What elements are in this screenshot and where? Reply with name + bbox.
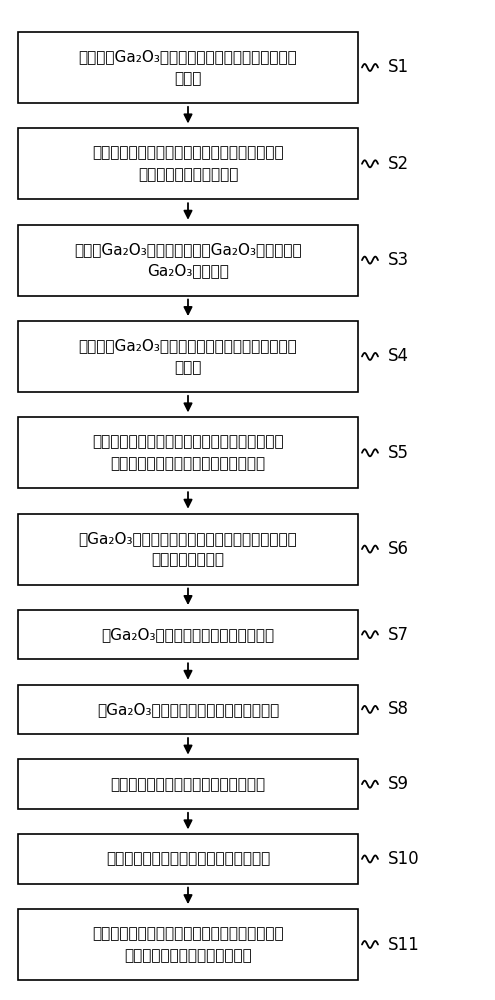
Text: 在Ga₂O₃外延层上制备肖特基接触金属层: 在Ga₂O₃外延层上制备肖特基接触金属层 <box>97 702 279 717</box>
Text: 在若干第一沟槽中生长金刚石，形成若干间隔排: 在若干第一沟槽中生长金刚石，形成若干间隔排 <box>92 146 284 161</box>
Text: S1: S1 <box>388 58 409 76</box>
Text: 一沟槽: 一沟槽 <box>174 71 201 86</box>
Bar <box>18 225 358 296</box>
Bar <box>18 417 358 488</box>
Text: S5: S5 <box>388 444 409 462</box>
Text: 接触层的端部上制备第二钝化层: 接触层的端部上制备第二钝化层 <box>124 948 252 963</box>
Text: S6: S6 <box>388 540 409 558</box>
Text: S9: S9 <box>388 775 409 793</box>
Text: S7: S7 <box>388 626 409 644</box>
Bar <box>18 321 358 392</box>
Text: S11: S11 <box>388 936 420 954</box>
Bar <box>18 909 358 980</box>
Text: 在Ga₂O₃衬底背面制备欧姆接触金属层: 在Ga₂O₃衬底背面制备欧姆接触金属层 <box>101 627 275 642</box>
Bar <box>18 834 358 884</box>
Text: 在若干第二沟槽中生长金刚石，形成若干有源区: 在若干第二沟槽中生长金刚石，形成若干有源区 <box>92 434 284 449</box>
Text: S2: S2 <box>388 155 409 173</box>
Bar <box>18 685 358 734</box>
Text: 在肖特基接触金属层上制备第二接触层: 在肖特基接触金属层上制备第二接触层 <box>110 777 265 792</box>
Text: 金刚石结构和若干第一金刚石终端结构: 金刚石结构和若干第一金刚石终端结构 <box>110 456 265 471</box>
Bar <box>18 759 358 809</box>
Text: S3: S3 <box>388 251 409 269</box>
Text: 列的第二金刚石终端结构: 列的第二金刚石终端结构 <box>138 167 238 182</box>
Text: 在第一钝化层、肖特基接触金属层的端部和第二: 在第一钝化层、肖特基接触金属层的端部和第二 <box>92 926 284 941</box>
Text: S10: S10 <box>388 850 420 868</box>
Text: 在欧姆接触金属层的背面制备第一接触层: 在欧姆接触金属层的背面制备第一接触层 <box>106 851 270 866</box>
Text: Ga₂O₃外延子层: Ga₂O₃外延子层 <box>147 263 229 278</box>
Bar <box>18 514 358 585</box>
Text: 刻蚀第一Ga₂O₃外延子层，形成若干间隔排列的第: 刻蚀第一Ga₂O₃外延子层，形成若干间隔排列的第 <box>79 49 297 64</box>
Text: 层位于终端区上方: 层位于终端区上方 <box>151 552 225 567</box>
Text: 二沟槽: 二沟槽 <box>174 360 201 375</box>
Text: 在Ga₂O₃外延层上制备第一钝化层，使得第一钝化: 在Ga₂O₃外延层上制备第一钝化层，使得第一钝化 <box>79 531 297 546</box>
Text: 在第一Ga₂O₃外延子层上生长Ga₂O₃，形成第二: 在第一Ga₂O₃外延子层上生长Ga₂O₃，形成第二 <box>74 242 302 257</box>
Bar <box>18 128 358 199</box>
Bar <box>18 610 358 659</box>
Text: S8: S8 <box>388 700 409 718</box>
Text: S4: S4 <box>388 347 409 365</box>
Text: 刻蚀第二Ga₂O₃外延子层，形成若干间隔排列的第: 刻蚀第二Ga₂O₃外延子层，形成若干间隔排列的第 <box>79 338 297 353</box>
Bar <box>18 32 358 103</box>
